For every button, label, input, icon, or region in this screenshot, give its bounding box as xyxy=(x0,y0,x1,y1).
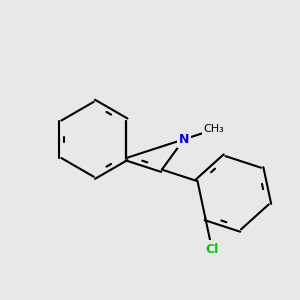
Text: N: N xyxy=(179,133,189,146)
Text: CH₃: CH₃ xyxy=(204,124,225,134)
Text: Cl: Cl xyxy=(205,242,219,256)
